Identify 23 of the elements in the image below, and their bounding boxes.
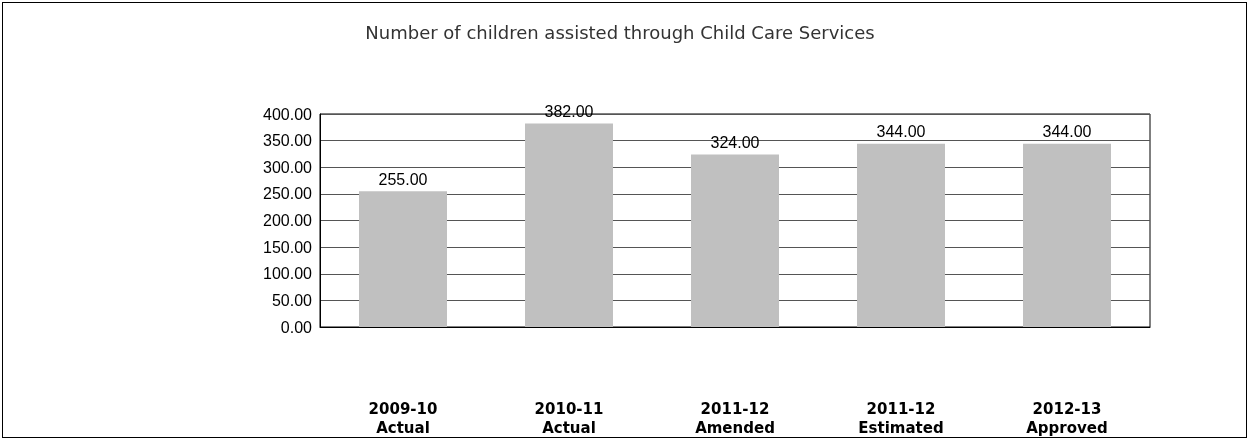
x-tick-label: 2011-12 Estimated xyxy=(858,399,944,437)
y-tick-label: 150.00 xyxy=(263,238,313,256)
y-tick-label: 400.00 xyxy=(263,105,313,123)
y-tick-label: 0.00 xyxy=(280,318,313,336)
y-tick-label: 250.00 xyxy=(263,185,313,203)
y-tick-label: 50.00 xyxy=(271,291,313,309)
x-tick-label: 2011-12 Amended xyxy=(695,399,775,437)
y-tick-label: 300.00 xyxy=(263,158,313,176)
y-tick-label: 350.00 xyxy=(263,132,313,150)
bar xyxy=(359,191,447,327)
y-tick-label: 200.00 xyxy=(263,212,313,229)
bar xyxy=(525,123,613,327)
bar xyxy=(1023,143,1111,327)
x-tick-label: 2010-11 Actual xyxy=(534,399,604,437)
data-label: 255.00 xyxy=(378,170,428,188)
x-tick-label: 2009-10 Actual xyxy=(368,399,438,437)
data-label: 344.00 xyxy=(876,123,926,141)
bar xyxy=(857,143,945,327)
x-tick-label: 2012-13 Approved xyxy=(1026,399,1108,437)
y-tick-label: 100.00 xyxy=(263,265,313,283)
bar xyxy=(691,154,779,327)
chart-title: Number of children assisted through Child Care Services xyxy=(365,21,875,43)
data-label: 344.00 xyxy=(1042,123,1092,141)
